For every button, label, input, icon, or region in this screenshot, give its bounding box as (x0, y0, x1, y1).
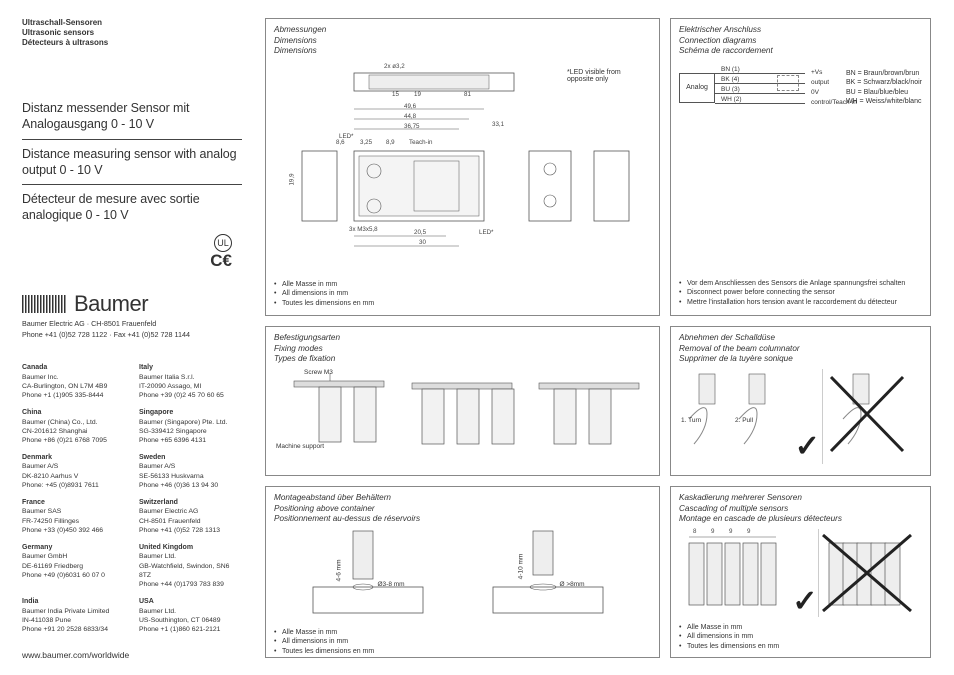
screw-label: Screw M3 (304, 369, 333, 376)
dim-label: 49,6 (404, 103, 416, 110)
brand-logo: Baumer (22, 291, 242, 317)
note-line: All dimensions in mm (274, 637, 651, 646)
connection-warnings: Vor dem Anschliessen des Sensors die Anl… (679, 279, 922, 307)
panel-fixing: Befestigungsarten Fixing modes Types de … (265, 326, 660, 476)
addr-block: GermanyBaumer GmbHDE-61169 FriedbergPhon… (22, 543, 125, 589)
addr-block: USABaumer Ltd.US-Southington, CT 06489Ph… (139, 597, 242, 634)
ce-mark-icon: C€ (210, 250, 232, 272)
addr-block: SingaporeBaumer (Singapore) Pte. Ltd.SG-… (139, 408, 242, 445)
positioning-figures: 4-6 mm Ø3-8 mm 4-10 mm Ø >8mm (274, 529, 651, 624)
note-line: All dimensions in mm (679, 632, 922, 641)
certifications: UL C€ (22, 230, 242, 274)
doc-category: Ultraschall-Sensoren Ultrasonic sensors … (22, 18, 242, 48)
note-line: All dimensions in mm (274, 289, 651, 298)
dim-label: 33,1 (492, 121, 504, 128)
note-line: Toutes les dimensions en mm (274, 647, 651, 656)
product-title-de: Distanz messender Sensor mit Analogausga… (22, 100, 242, 133)
dim-label: 3,25 (360, 139, 372, 146)
category-fr: Détecteurs à ultrasons (22, 38, 242, 48)
panel-title: Montageabstand über Behältern Positionin… (274, 493, 651, 525)
company-address: Baumer Electric AG · CH-8501 Frauenfeld (22, 319, 242, 328)
dia-label: Ø3-8 mm (378, 581, 405, 588)
logo-bars-icon (22, 295, 66, 313)
worldwide-addresses: CanadaBaumer Inc.CA-Burlington, ON L7M 4… (22, 363, 242, 634)
panel-cascading: Kaskadierung mehrerer Sensoren Cascading… (670, 486, 931, 658)
warning-line: Disconnect power before connecting the s… (679, 288, 922, 297)
note-line: Alle Masse in mm (274, 628, 651, 637)
divider (22, 184, 242, 185)
addr-block: SwitzerlandBaumer Electric AGCH-8501 Fra… (139, 498, 242, 535)
fixing-figures: Screw M3 Machine support (274, 369, 651, 464)
addr-block: ChinaBaumer (China) Co., Ltd.CN-201612 S… (22, 408, 125, 445)
check-icon: ✓ (792, 584, 817, 619)
gap-label: 4-10 mm (517, 554, 524, 580)
category-en: Ultrasonic sensors (22, 28, 242, 38)
addr-block: United KingdomBaumer Ltd.GB-Watchfield, … (139, 543, 242, 589)
dim-label: 44,8 (404, 113, 416, 120)
panel-dimensions: Abmessungen Dimensions Dimensions (265, 18, 660, 316)
dim-label: Teach-in (409, 139, 432, 146)
addr-block: FranceBaumer SASFR-74250 FillingesPhone … (22, 498, 125, 535)
dim-label: 20,5 (414, 229, 426, 236)
left-column: Ultraschall-Sensoren Ultrasonic sensors … (22, 18, 242, 660)
dim-label: 19 (414, 91, 421, 98)
dim-label: 30 (419, 239, 426, 246)
dim-notes: Alle Masse in mm All dimensions in mm To… (274, 280, 651, 308)
warning-line: Mettre l'installation hors tension avant… (679, 298, 922, 307)
panel-connection: Elektrischer Anschluss Connection diagra… (670, 18, 931, 316)
panel-title: Abmessungen Dimensions Dimensions (274, 25, 651, 57)
addr-block: ItalyBaumer Italia S.r.l.IT-20090 Assago… (139, 363, 242, 400)
divider (22, 139, 242, 140)
cascading-notes: Alle Masse in mm All dimensions in mm To… (679, 623, 922, 651)
dim-label: 81 (464, 91, 471, 98)
panel-title: Befestigungsarten Fixing modes Types de … (274, 333, 651, 365)
dim-label: 15 (392, 91, 399, 98)
product-title-fr: Détecteur de mesure avec sortie analogiq… (22, 191, 242, 224)
dia-label: Ø >8mm (560, 581, 585, 588)
note-line: Toutes les dimensions en mm (679, 642, 922, 651)
product-title-en: Distance measuring sensor with analog ou… (22, 146, 242, 179)
dim-label: 8,6 (336, 139, 345, 146)
panel-title: Kaskadierung mehrerer Sensoren Cascading… (679, 493, 922, 525)
addr-block: CanadaBaumer Inc.CA-Burlington, ON L7M 4… (22, 363, 125, 400)
panel-columnator: Abnehmen der Schalldüse Removal of the b… (670, 326, 931, 476)
dim-label: 3x M3x5,8 (349, 226, 378, 233)
addr-block: IndiaBaumer India Private LimitedIN-4110… (22, 597, 125, 634)
positioning-notes: Alle Masse in mm All dimensions in mm To… (274, 628, 651, 656)
cascading-figures: 8 9 9 9 ✓ (679, 529, 922, 619)
website-url: www.baumer.com/worldwide (22, 650, 242, 660)
addr-block: SwedenBaumer A/SSE-56133 HuskvarnaPhone … (139, 453, 242, 490)
dimensions-drawing: 2x ø3,2 15 19 81 49,6 44,8 36,75 33,1 8,… (274, 61, 651, 276)
note-line: Alle Masse in mm (274, 280, 651, 289)
note-line: Alle Masse in mm (679, 623, 922, 632)
support-label: Machine support (276, 443, 324, 450)
panel-positioning: Montageabstand über Behältern Positionin… (265, 486, 660, 658)
dim-label: 8,9 (386, 139, 395, 146)
dimension-svg (274, 61, 652, 276)
check-icon: ✓ (795, 429, 820, 464)
addr-block: DenmarkBaumer A/SDK-8210 Aarhus VPhone: … (22, 453, 125, 490)
dim-label: LED* (479, 229, 493, 236)
dim-label: 19,9 (289, 173, 296, 185)
dim-label: 2x ø3,2 (384, 63, 405, 70)
step-label: 1. Turn (681, 417, 701, 424)
wire-schematic: Analog BN (1) BK (4) BU (3) WH (2) +Vs o… (679, 61, 859, 116)
panel-title: Abnehmen der Schalldüse Removal of the b… (679, 333, 922, 365)
led-note: *LED visible from opposite only (567, 69, 645, 83)
category-de: Ultraschall-Sensoren (22, 18, 242, 28)
wire-legend: BN = Braun/brown/brun BK = Schwarz/black… (846, 69, 922, 107)
company-phone: Phone +41 (0)52 728 1122 · Fax +41 (0)52… (22, 330, 242, 339)
columnator-figures: 1. Turn 2. Pull ✓ (679, 369, 922, 464)
gap-label: 4-6 mm (335, 559, 342, 581)
brand-name: Baumer (74, 291, 148, 317)
panel-title: Elektrischer Anschluss Connection diagra… (679, 25, 922, 57)
step-label: 2. Pull (735, 417, 753, 424)
note-line: Toutes les dimensions en mm (274, 299, 651, 308)
warning-line: Vor dem Anschliessen des Sensors die Anl… (679, 279, 922, 288)
dim-label: 36,75 (404, 123, 419, 130)
analog-box: Analog (679, 73, 715, 103)
